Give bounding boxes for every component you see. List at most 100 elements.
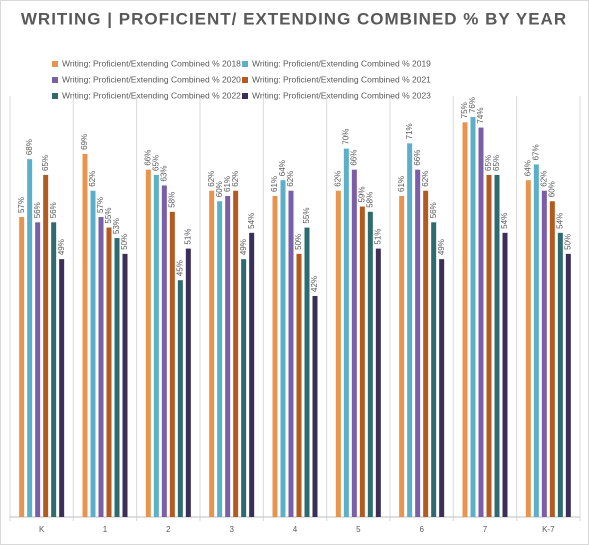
data-label: 64% — [523, 160, 532, 176]
data-label: 70% — [341, 129, 350, 145]
x-tick-label: K-7 — [542, 525, 555, 534]
legend-label: Writing: Proficient/Extending Combined %… — [62, 74, 241, 84]
data-label: 66% — [413, 150, 422, 166]
bar — [19, 217, 25, 517]
bar — [312, 295, 318, 517]
data-label: 57% — [96, 197, 105, 213]
data-label: 45% — [175, 260, 184, 276]
data-label: 49% — [437, 239, 446, 255]
bar — [217, 201, 223, 517]
data-label: 50% — [294, 234, 303, 250]
legend-swatch — [242, 93, 248, 99]
bar — [296, 253, 302, 517]
x-tick-label: 3 — [229, 525, 234, 534]
data-label: 74% — [476, 108, 485, 124]
x-tick-label: 1 — [103, 525, 108, 534]
data-label: 75% — [460, 102, 469, 118]
bar — [209, 190, 215, 517]
bar — [502, 232, 508, 517]
bar — [280, 180, 286, 517]
legend-label: Writing: Proficient/Extending Combined %… — [252, 90, 431, 100]
bar — [439, 259, 445, 517]
data-label: 54% — [500, 213, 509, 229]
data-label: 62% — [88, 171, 97, 187]
data-label: 54% — [555, 213, 564, 229]
data-label: 66% — [143, 150, 152, 166]
bar — [557, 232, 563, 517]
data-label: 63% — [159, 165, 168, 181]
bar — [359, 206, 365, 517]
bar — [399, 195, 405, 518]
bar — [462, 122, 468, 517]
bar — [82, 153, 88, 517]
bar — [122, 253, 128, 517]
bar — [470, 117, 476, 518]
data-label: 66% — [349, 150, 358, 166]
bar — [272, 195, 278, 518]
bar — [375, 248, 381, 518]
data-label: 65% — [492, 155, 501, 171]
data-label: 65% — [484, 155, 493, 171]
bar — [59, 259, 65, 517]
bar — [367, 211, 373, 517]
data-label: 64% — [278, 160, 287, 176]
x-tick-label: 4 — [293, 525, 298, 534]
data-label: 62% — [231, 171, 240, 187]
bar — [241, 259, 247, 517]
bar — [533, 164, 539, 517]
bar — [335, 190, 341, 517]
bar — [541, 190, 547, 517]
bar — [27, 159, 33, 517]
bar — [415, 169, 421, 518]
legend-swatch — [52, 61, 58, 67]
data-label: 76% — [468, 97, 477, 113]
bar — [161, 185, 167, 517]
data-label: 59% — [357, 186, 366, 202]
x-tick-label: 6 — [419, 525, 424, 534]
data-label: 61% — [223, 176, 232, 192]
legend-swatch — [242, 77, 248, 83]
bar — [343, 148, 349, 517]
legend-label: Writing: Proficient/Extending Combined %… — [252, 58, 431, 68]
legend-swatch — [52, 77, 58, 83]
bar — [351, 169, 357, 518]
data-label: 58% — [167, 192, 176, 208]
bar — [423, 190, 429, 517]
data-label: 55% — [104, 208, 113, 224]
bar — [51, 222, 57, 518]
data-label: 49% — [239, 239, 248, 255]
data-label: 60% — [547, 181, 556, 197]
x-tick-label: K — [39, 525, 45, 534]
data-label: 49% — [57, 239, 66, 255]
bar — [478, 127, 484, 517]
data-label: 62% — [207, 171, 216, 187]
bar — [90, 190, 96, 517]
data-label: 56% — [429, 202, 438, 218]
data-label: 68% — [25, 139, 34, 155]
bar — [114, 238, 120, 517]
bar — [304, 227, 310, 517]
bar — [431, 222, 437, 518]
bar — [43, 174, 49, 517]
x-tick-label: 5 — [356, 525, 361, 534]
data-label: 62% — [421, 171, 430, 187]
data-label: 71% — [405, 123, 414, 139]
chart-title: WRITING | PROFICIENT/ EXTENDING COMBINED… — [21, 9, 567, 28]
bar — [145, 169, 151, 518]
data-label: 58% — [365, 192, 374, 208]
bar — [549, 201, 555, 517]
legend-label: Writing: Proficient/Extending Combined %… — [252, 74, 431, 84]
bar — [233, 190, 239, 517]
legend-label: Writing: Proficient/Extending Combined %… — [62, 58, 241, 68]
data-label: 50% — [120, 234, 129, 250]
data-label: 65% — [151, 155, 160, 171]
data-label: 53% — [112, 218, 121, 234]
bar — [177, 280, 183, 517]
data-label: 55% — [302, 208, 311, 224]
bar — [407, 143, 413, 518]
data-label: 61% — [397, 176, 406, 192]
data-label: 54% — [247, 213, 256, 229]
data-label: 62% — [539, 171, 548, 187]
bar — [486, 174, 492, 517]
bar — [225, 195, 231, 518]
